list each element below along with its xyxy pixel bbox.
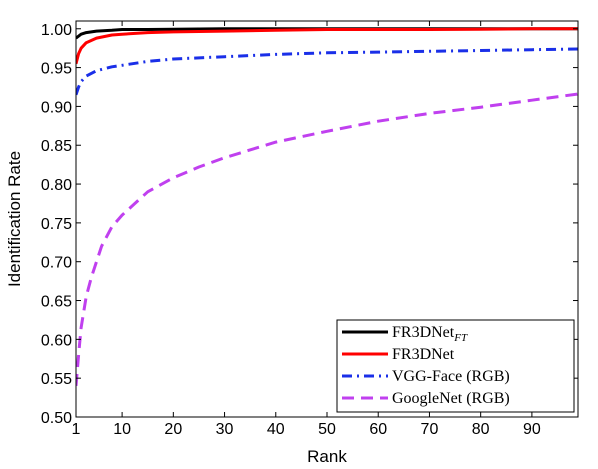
legend-label-main: VGG-Face (RGB) (392, 368, 510, 385)
legend-label-1: FR3DNet (392, 346, 455, 363)
y-tick-label: 0.95 (41, 61, 72, 78)
x-tick-label: 80 (472, 421, 490, 438)
y-tick-label: 0.50 (41, 410, 72, 427)
x-tick-label: 30 (216, 421, 234, 438)
y-tick-label: 0.55 (41, 371, 72, 388)
x-tick-label: 40 (267, 421, 285, 438)
x-tick-label: 10 (113, 421, 131, 438)
legend-label-main: GoogleNet (RGB) (392, 390, 510, 407)
legend-label-3: GoogleNet (RGB) (392, 390, 510, 407)
y-tick-label: 0.85 (41, 138, 72, 155)
y-tick-label: 0.60 (41, 332, 72, 349)
legend-label-0: FR3DNetFT (392, 324, 468, 344)
y-tick-label: 0.80 (41, 177, 72, 194)
y-axis-label: Identification Rate (5, 151, 24, 287)
legend-label-2: VGG-Face (RGB) (392, 368, 510, 385)
y-tick-label: 0.65 (41, 294, 72, 311)
x-tick-label: 70 (421, 421, 439, 438)
series-layer (76, 27, 578, 387)
legend-label-main: FR3DNet (392, 324, 455, 341)
ticks-layer: 1 10 20 30 40 50 60 70 80 90 0.50 0.55 0.60 0.65 0.70 0… (41, 21, 578, 438)
x-tick-label: 1 (72, 421, 81, 438)
legend-label-sub: FT (453, 332, 468, 344)
x-tick-label: 50 (318, 421, 336, 438)
legend-label-main: FR3DNet (392, 346, 455, 363)
x-axis-label: Rank (307, 447, 347, 466)
x-tick-label: 90 (523, 421, 541, 438)
series-line-1 (76, 27, 578, 65)
y-tick-label: 0.70 (41, 255, 72, 272)
y-tick-label: 1.00 (41, 22, 72, 39)
y-tick-label: 0.90 (41, 99, 72, 116)
x-tick-label: 20 (164, 421, 182, 438)
legend-box (336, 319, 575, 413)
x-tick-label: 60 (369, 421, 387, 438)
y-tick-label: 0.75 (41, 216, 72, 233)
series-line-2 (76, 47, 578, 96)
